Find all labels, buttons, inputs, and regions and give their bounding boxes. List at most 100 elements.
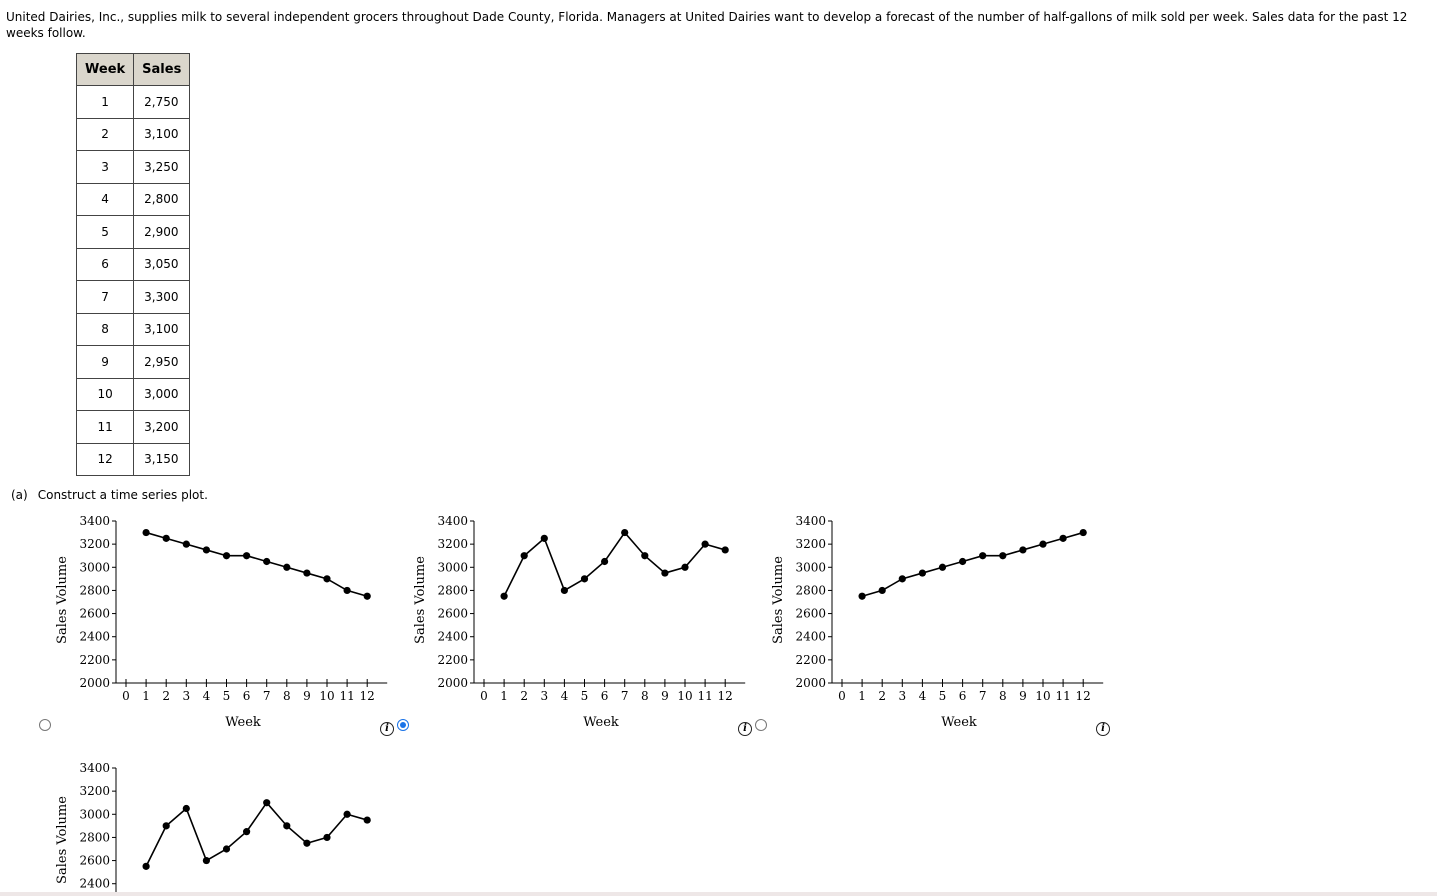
option-3-radio[interactable]	[755, 719, 767, 731]
week-cell: 9	[75, 345, 135, 379]
data-point	[283, 822, 291, 830]
week-cell: 2	[75, 117, 135, 151]
series-line	[145, 801, 368, 867]
data-point	[918, 569, 926, 577]
series-line	[503, 531, 726, 597]
x-tick-label: 2	[162, 689, 170, 703]
data-point	[283, 563, 291, 571]
x-tick-label: 4	[561, 689, 569, 703]
data-point	[303, 569, 311, 577]
sales-cell: 3,100	[133, 117, 191, 151]
y-tick-label: 2400	[79, 630, 110, 644]
y-tick-label: 3000	[79, 807, 110, 821]
y-tick-label: 2200	[795, 653, 826, 667]
page-bottom-edge	[0, 892, 1437, 896]
x-tick-label: 3	[898, 689, 906, 703]
x-tick-label: 2	[520, 689, 528, 703]
sales-table: Week Sales 1 2,750 2 3,100 3 3,250 4 2,800 5…	[75, 53, 191, 476]
data-point	[243, 552, 251, 560]
y-tick-label: 3400	[79, 761, 110, 775]
data-point	[363, 592, 371, 600]
week-cell: 11	[75, 410, 135, 444]
x-tick-label: 7	[263, 689, 271, 703]
y-tick-label: 3400	[437, 514, 468, 528]
series-line	[861, 531, 1084, 597]
x-tick-label: 8	[999, 689, 1007, 703]
time-series-plot-option-4: 2400 2600 2800 3000 3200 3400 Sales Volume	[55, 761, 371, 896]
x-tick-label: 11	[697, 689, 712, 703]
sales-cell: 3,100	[133, 312, 191, 346]
data-point	[202, 856, 210, 865]
y-tick-label: 3000	[437, 560, 468, 574]
data-point	[621, 528, 629, 537]
data-point	[343, 810, 351, 818]
x-tick-label: 2	[878, 689, 886, 703]
table-row: 7 3,300	[75, 280, 191, 314]
x-tick-label: 7	[979, 689, 987, 703]
x-tick-label: 1	[500, 689, 508, 703]
part-a-prompt: (a) Construct a time series plot.	[11, 488, 208, 502]
table-row: 2 3,100	[75, 117, 191, 151]
x-tick-label: 0	[838, 689, 846, 703]
data-point	[540, 534, 548, 542]
sales-cell: 3,250	[133, 150, 191, 184]
x-tick-label: 7	[621, 689, 629, 703]
x-tick-label: 10	[677, 689, 692, 703]
week-cell: 12	[75, 442, 135, 476]
x-axis-title: Week	[941, 715, 977, 730]
week-column-header: Week	[75, 53, 135, 86]
data-point	[500, 592, 508, 600]
x-tick-label: 5	[939, 689, 947, 703]
data-point	[580, 575, 589, 583]
y-tick-label: 3200	[79, 784, 110, 798]
data-point	[202, 546, 210, 554]
option-3-info-icon[interactable]: i	[1096, 722, 1110, 736]
option-2-radio[interactable]	[397, 719, 409, 731]
data-point	[222, 845, 231, 853]
y-tick-label: 3200	[437, 537, 468, 551]
x-tick-label: 9	[661, 689, 669, 703]
data-point	[979, 552, 987, 560]
sales-cell: 3,300	[133, 280, 191, 314]
table-row: 8 3,100	[75, 312, 191, 346]
week-cell: 5	[75, 215, 135, 249]
y-tick-label: 2000	[437, 676, 468, 690]
x-tick-label: 1	[858, 689, 866, 703]
y-tick-label: 2000	[79, 676, 110, 690]
x-tick-label: 12	[718, 689, 733, 703]
table-row: 4 2,800	[75, 182, 191, 216]
data-point	[222, 552, 231, 560]
part-a-text: Construct a time series plot.	[37, 488, 208, 502]
y-axis-title: Sales Volume	[55, 556, 70, 644]
y-axis-title: Sales Volume	[771, 556, 786, 644]
problem-intro: United Dairies, Inc., supplies milk to s…	[6, 10, 1408, 40]
option-2-info-icon[interactable]: i	[738, 722, 752, 736]
x-tick-label: 12	[1076, 689, 1091, 703]
x-tick-label: 4	[203, 689, 211, 703]
data-point	[999, 552, 1007, 560]
week-cell: 3	[75, 150, 135, 184]
data-point	[263, 557, 271, 566]
data-point	[162, 534, 170, 542]
x-tick-label: 10	[1035, 689, 1050, 703]
data-point	[938, 563, 947, 571]
table-row: 5 2,900	[75, 215, 191, 249]
sales-cell: 3,150	[133, 442, 191, 476]
part-a-letter: (a)	[11, 488, 28, 502]
data-point	[323, 833, 331, 842]
y-tick-label: 2800	[437, 583, 468, 597]
data-point	[142, 862, 150, 870]
table-row: 11 3,200	[75, 410, 191, 444]
y-tick-label: 2600	[79, 854, 110, 868]
series-line	[145, 531, 368, 597]
week-cell: 8	[75, 312, 135, 346]
sales-cell: 3,200	[133, 410, 191, 444]
option-1-radio[interactable]	[39, 719, 51, 731]
data-point	[661, 569, 669, 577]
x-tick-label: 6	[959, 689, 967, 703]
x-tick-label: 11	[1055, 689, 1070, 703]
x-tick-label: 5	[581, 689, 589, 703]
x-tick-label: 8	[283, 689, 291, 703]
option-1-info-icon[interactable]: i	[380, 722, 394, 736]
